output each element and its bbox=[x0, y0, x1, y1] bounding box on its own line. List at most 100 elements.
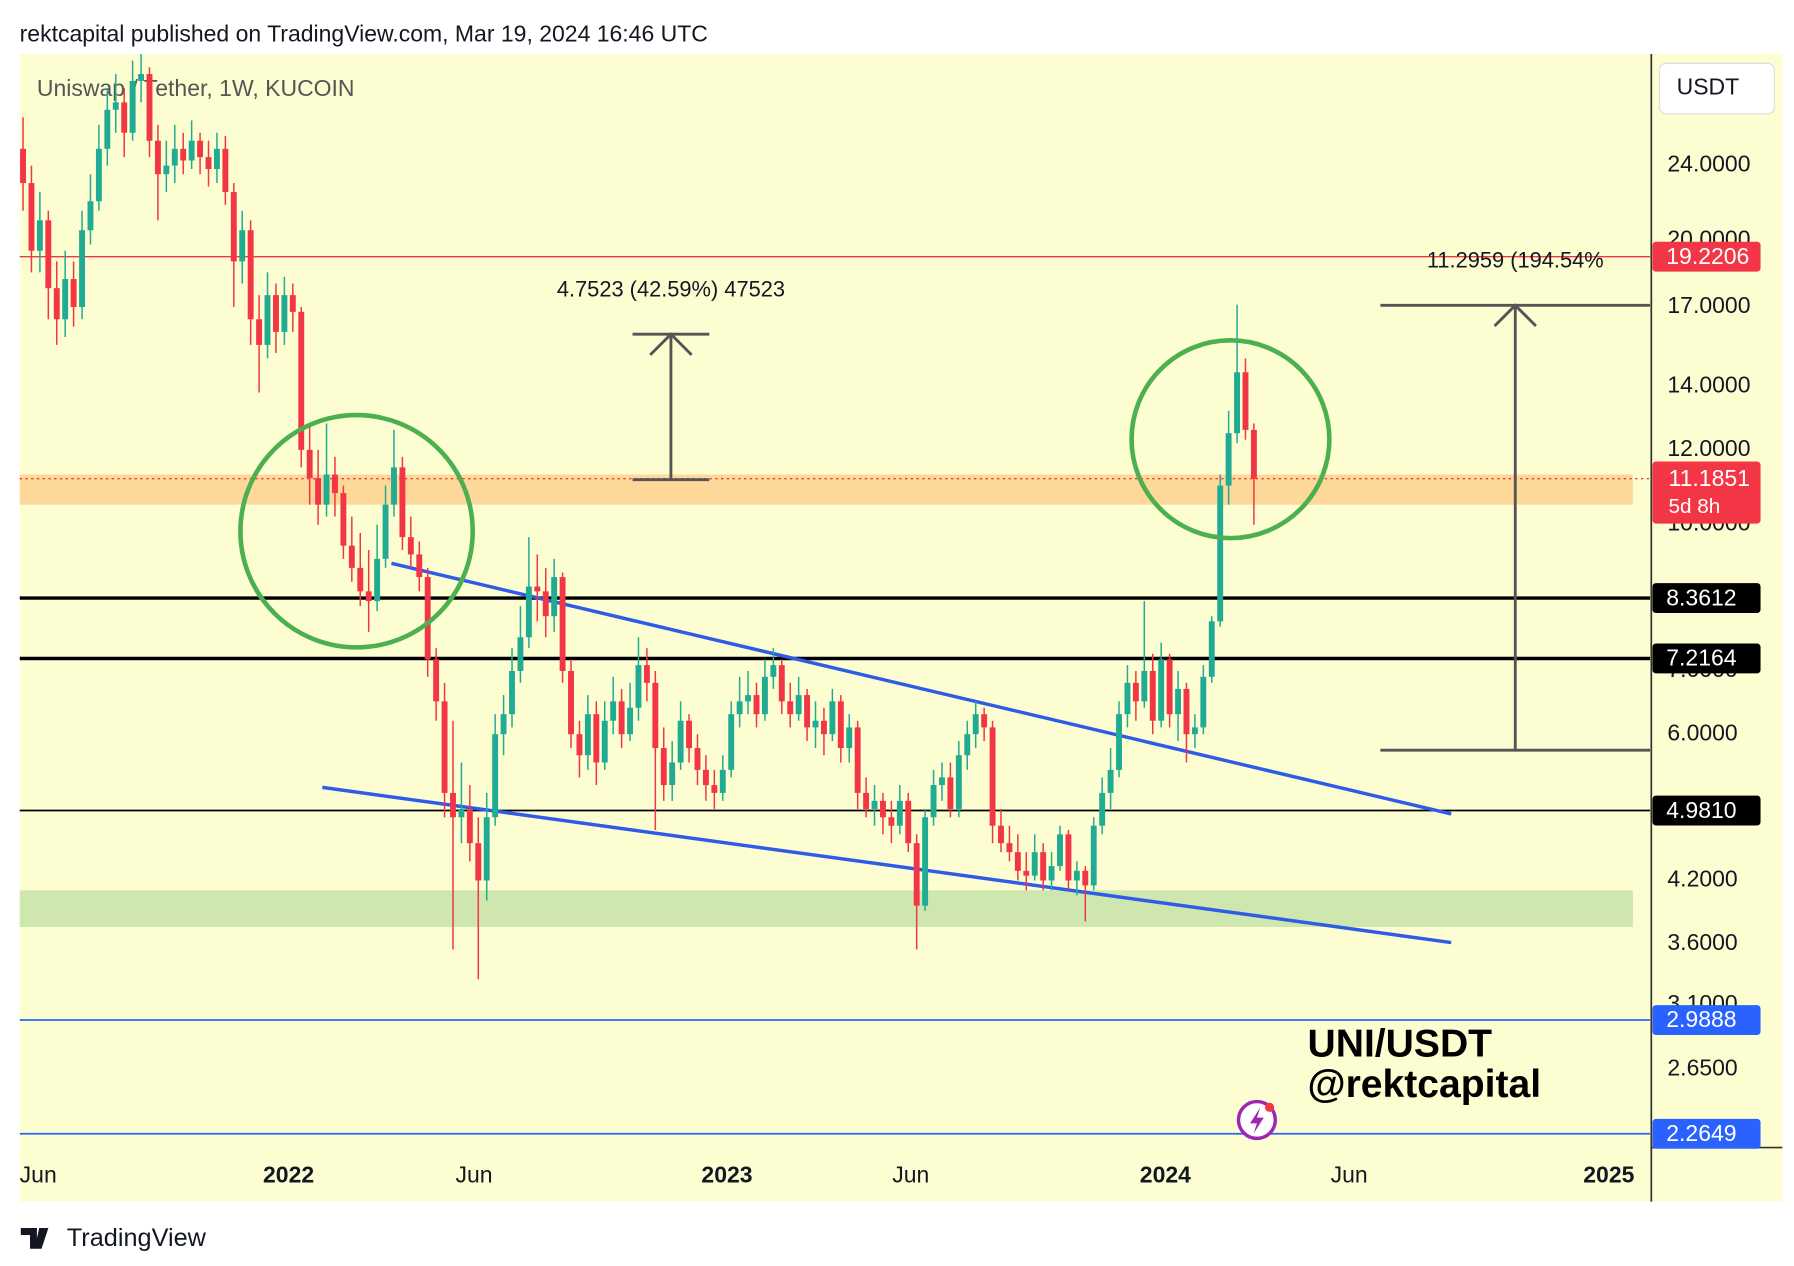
candle-body bbox=[998, 825, 1004, 844]
candle-body bbox=[804, 695, 811, 728]
icon-dot bbox=[1264, 1102, 1275, 1112]
currency-button[interactable] bbox=[1658, 62, 1775, 115]
candle-body bbox=[812, 720, 819, 728]
level-label-box bbox=[1652, 583, 1761, 614]
candle-body bbox=[475, 843, 482, 881]
y-tick-label: 6.0000 bbox=[1667, 719, 1737, 745]
candle-body bbox=[62, 279, 69, 320]
candle-body bbox=[492, 734, 499, 818]
watermark-pair: UNI/USDT bbox=[1308, 1023, 1493, 1066]
candle-body bbox=[1183, 688, 1190, 735]
y-tick-label: 24.0000 bbox=[1667, 151, 1750, 177]
candle-body bbox=[79, 230, 85, 308]
candle-body bbox=[1040, 852, 1047, 881]
candle-body bbox=[1149, 670, 1156, 721]
candle-body bbox=[509, 670, 515, 715]
candle-body bbox=[593, 714, 600, 763]
candle-body bbox=[660, 748, 667, 786]
candle-body bbox=[239, 230, 246, 262]
candle-body bbox=[424, 577, 431, 660]
candle-body bbox=[281, 295, 288, 332]
candle-body bbox=[1217, 485, 1224, 622]
candle-body bbox=[264, 295, 271, 345]
level-label-box bbox=[1652, 1118, 1761, 1149]
candle-body bbox=[930, 785, 937, 818]
candle-body bbox=[863, 792, 870, 809]
candle-body bbox=[517, 637, 524, 671]
candle-body bbox=[551, 577, 558, 617]
candle-body bbox=[1031, 852, 1038, 876]
candle-body bbox=[416, 554, 423, 578]
candle-body bbox=[433, 659, 440, 702]
candle-body bbox=[1107, 769, 1114, 793]
candle-body bbox=[820, 720, 827, 735]
measure-arrowhead bbox=[1493, 303, 1537, 328]
candle-body bbox=[129, 80, 136, 133]
candle-body bbox=[298, 311, 305, 450]
candle-body bbox=[880, 800, 886, 818]
candle-body bbox=[391, 467, 397, 505]
tradingview-logo bbox=[20, 1228, 49, 1249]
candle-body bbox=[694, 748, 701, 770]
candle-body bbox=[289, 295, 296, 312]
candle-body bbox=[559, 577, 566, 671]
candle-body bbox=[36, 220, 43, 251]
candle-body bbox=[154, 140, 161, 175]
candle-body bbox=[964, 734, 971, 756]
candle-body bbox=[1116, 714, 1122, 770]
candle-body bbox=[610, 701, 617, 721]
candle-body bbox=[1006, 843, 1013, 853]
candle-body bbox=[795, 695, 802, 715]
candle-body bbox=[1014, 852, 1021, 871]
x-tick-label: 2025 bbox=[1583, 1161, 1634, 1187]
brand: TradingView bbox=[67, 1224, 207, 1252]
candle-body bbox=[972, 714, 979, 735]
candle-body bbox=[719, 769, 726, 793]
candle-body bbox=[500, 714, 507, 735]
chart-area bbox=[19, 54, 1783, 1202]
candle-body bbox=[1048, 866, 1055, 881]
candle-body bbox=[1208, 621, 1215, 677]
level-label-box bbox=[1652, 643, 1761, 674]
publish-header: rektcapital published on TradingView.com… bbox=[20, 21, 708, 47]
candle-body bbox=[635, 665, 642, 708]
candle-body bbox=[1200, 676, 1207, 728]
y-tick-label: 17.0000 bbox=[1667, 292, 1750, 318]
candle-body bbox=[905, 800, 912, 844]
candle-body bbox=[222, 148, 229, 193]
x-tick-label: Jun bbox=[1331, 1161, 1368, 1187]
candle-body bbox=[939, 777, 945, 786]
candle-body bbox=[1023, 870, 1030, 876]
candle-body bbox=[1082, 870, 1089, 886]
candle-body bbox=[112, 102, 119, 110]
icon-bolt bbox=[1250, 1107, 1264, 1134]
candle-body bbox=[1234, 372, 1241, 434]
level-label: 4.9810 bbox=[1666, 797, 1736, 823]
level-label: 19.2206 bbox=[1666, 243, 1749, 269]
level-label-box bbox=[1652, 241, 1761, 272]
candle-body bbox=[913, 843, 920, 906]
candle-body bbox=[787, 701, 794, 715]
candle-body bbox=[753, 695, 760, 715]
candle-body bbox=[450, 792, 456, 818]
candle-body bbox=[1057, 834, 1063, 867]
candle-body bbox=[643, 665, 650, 683]
candle-body bbox=[1124, 682, 1131, 715]
candle-body bbox=[357, 567, 364, 592]
candle-body bbox=[374, 558, 381, 602]
candle-body bbox=[1132, 682, 1139, 702]
candle-body bbox=[1242, 372, 1249, 430]
candle-body bbox=[618, 701, 625, 735]
candle-body bbox=[686, 720, 693, 749]
candle-body bbox=[1090, 825, 1097, 886]
candle-body bbox=[947, 777, 954, 809]
y-tick-label: 12.0000 bbox=[1667, 435, 1750, 461]
measure-arrowhead bbox=[649, 332, 693, 356]
candle-body bbox=[736, 701, 743, 715]
candle-body bbox=[542, 591, 549, 617]
candle-body bbox=[1065, 834, 1072, 881]
zone bbox=[19, 890, 1633, 927]
level-label: 2.9888 bbox=[1666, 1006, 1736, 1032]
y-tick-label: 2.6500 bbox=[1667, 1054, 1737, 1080]
